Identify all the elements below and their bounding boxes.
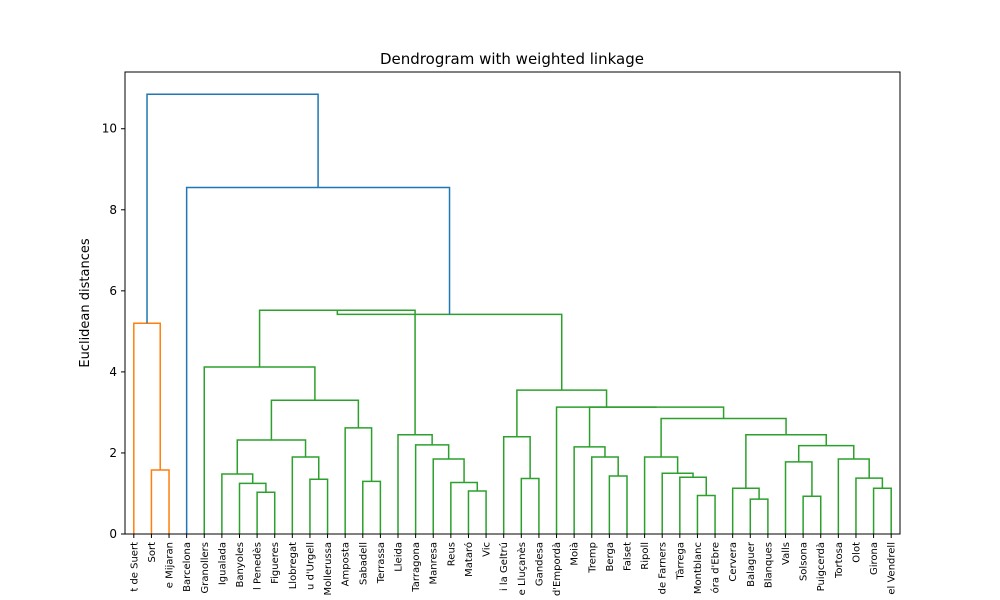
- dendrogram-link: [467, 490, 487, 534]
- y-tick-label: 2: [109, 446, 117, 460]
- dendrogram-link: [516, 389, 608, 437]
- plot-frame: [124, 71, 901, 535]
- y-tick-label: 6: [109, 284, 117, 298]
- leaf-label: Tàrrega: [674, 542, 686, 581]
- dendrogram-link: [238, 482, 267, 534]
- y-tick-label: 4: [109, 365, 117, 379]
- y-axis-label: Euclidean distances: [78, 238, 93, 367]
- leaf-label: Figueres: [270, 542, 281, 584]
- leaf-label: Moià: [569, 542, 581, 566]
- dendrogram-link: [731, 487, 760, 534]
- dendrogram-link: [661, 472, 694, 534]
- leaf-label: de Farners: [658, 542, 669, 594]
- y-axis-ticks: 0 2 4 6 8 10: [102, 122, 125, 541]
- leaf-label: t de Suert: [129, 542, 140, 592]
- leaf-label: Balaguer: [746, 541, 757, 587]
- chart-title: Dendrogram with weighted linkage: [380, 50, 644, 68]
- leaf-label: Llobregat: [288, 542, 299, 589]
- leaf-label: Cervera: [728, 542, 739, 582]
- dendrogram-link: [591, 456, 619, 534]
- leaf-label: d'Empordà: [551, 542, 563, 596]
- leaf-label: Amposta: [341, 542, 352, 586]
- y-tick-label: 8: [109, 203, 117, 217]
- dendrogram-link: [362, 480, 382, 534]
- dendrogram-link: [432, 458, 465, 534]
- dendrogram-link: [236, 439, 307, 475]
- dendrogram-link: [185, 186, 451, 534]
- dendrogram-link: [745, 433, 827, 489]
- leaf-label: Montblanc: [693, 542, 704, 594]
- dendrogram-link: [855, 477, 884, 534]
- dendrogram-link: [555, 406, 657, 534]
- dendrogram-links: [133, 93, 892, 534]
- leaf-label: Gandesa: [534, 542, 545, 586]
- leaf-label: Berga: [605, 542, 616, 571]
- dendrogram-link: [309, 478, 329, 534]
- leaf-label: Terrassa: [376, 542, 387, 584]
- leaf-label: Igualada: [217, 542, 228, 585]
- leaf-label: Girona: [869, 542, 880, 575]
- leaf-label: Tremp: [587, 542, 598, 574]
- dendrogram-link: [133, 322, 161, 534]
- leaf-label: Tarragona: [411, 542, 422, 593]
- leaf-label: i la Geltrú: [498, 542, 510, 591]
- leaf-label: el Vendrell: [887, 542, 898, 595]
- dendrogram-link: [258, 309, 416, 435]
- dendrogram-link: [643, 456, 679, 534]
- leaf-label: Falset: [622, 542, 633, 571]
- leaf-label: Tortosa: [834, 542, 845, 579]
- dendrogram-link: [573, 446, 606, 534]
- dendrogram-link: [588, 406, 725, 447]
- leaf-label: Mataró: [463, 542, 475, 577]
- leaf-label: óra d'Ebre: [710, 542, 722, 593]
- dendrogram-link: [749, 498, 769, 534]
- dendrogram-link: [696, 494, 716, 534]
- dendrogram-link: [150, 469, 170, 534]
- leaf-label: Ripoll: [640, 542, 651, 570]
- leaf-label: Valls: [781, 542, 792, 565]
- leaf-label: e Mijaran: [165, 542, 176, 588]
- leaf-label: Lleida: [394, 542, 405, 572]
- leaf-label: Mollerussa: [323, 542, 334, 595]
- dendrogram-link: [450, 481, 479, 534]
- leaf-label: Blanques: [763, 542, 774, 588]
- dendrogram-link: [502, 435, 531, 534]
- dendrogram-link: [608, 475, 628, 534]
- leaf-label: Puigcerdà: [815, 542, 827, 591]
- dendrogram-link: [660, 417, 787, 457]
- y-tick-label: 0: [109, 527, 117, 541]
- dendrogram-link: [146, 93, 319, 324]
- leaf-label: l Penedès: [252, 542, 264, 590]
- dendrogram-link: [784, 461, 813, 534]
- leaf-label: Sabadell: [358, 542, 369, 585]
- dendrogram-link: [802, 495, 822, 534]
- leaf-label: Granollers: [200, 542, 211, 593]
- dendrogram-link: [797, 444, 855, 462]
- leaf-label: Manresa: [429, 542, 440, 584]
- leaf-label: u d'Urgell: [305, 542, 316, 590]
- leaf-label: Reus: [446, 542, 457, 566]
- dendrogram-link: [872, 487, 892, 534]
- dendrogram-link: [291, 456, 320, 534]
- leaf-label: Banyoles: [235, 542, 246, 588]
- dendrogram-link: [203, 366, 316, 534]
- leaf-label: Solsona: [799, 542, 810, 581]
- dendrogram-link: [256, 491, 276, 534]
- leaf-label: Barcelona: [182, 542, 193, 592]
- leaf-label: e Lluçanès: [516, 542, 528, 595]
- dendrogram-link: [837, 458, 870, 534]
- dendrogram-link: [414, 444, 450, 534]
- x-axis-ticks: t de Suert Sort e Mijaran Barcelona Granolle…: [129, 534, 898, 596]
- dendrogram-link: [397, 433, 433, 534]
- y-tick-label: 10: [102, 122, 117, 136]
- leaf-label: Sort: [147, 542, 158, 563]
- dendrogram-link: [520, 477, 540, 534]
- dendrogram-link: [336, 310, 563, 391]
- leaf-label: Vic: [482, 542, 493, 557]
- dendrogram-link: [679, 476, 707, 534]
- leaf-label: Olot: [851, 542, 862, 563]
